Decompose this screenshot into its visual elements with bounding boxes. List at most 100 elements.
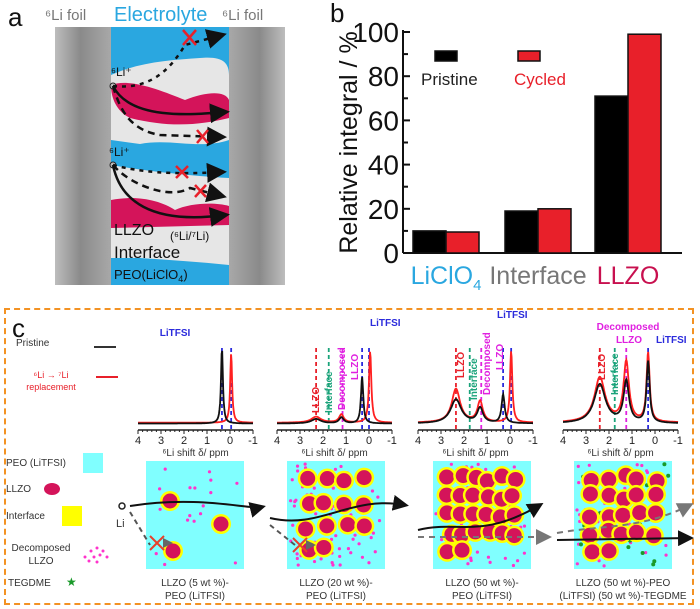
- spectrum-tick-label: 3: [158, 435, 164, 447]
- schematic-caption: PEO (LiTFSI): [306, 591, 366, 602]
- decomposed-llzo-dot: [314, 512, 318, 516]
- decomposed-llzo-dot: [486, 555, 491, 559]
- llzo-particle: [315, 495, 331, 511]
- decomposed-llzo-dot: [475, 550, 479, 554]
- spectrum-tick-label: 4: [415, 435, 421, 447]
- schematic-caption: LLZO (5 wt %)-: [161, 578, 229, 589]
- decomposed-llzo-dot: [295, 552, 299, 556]
- tegdme-dot: [666, 473, 671, 478]
- blocked-path: [112, 162, 227, 183]
- llzo-particle: [632, 505, 648, 521]
- llzo-particle: [628, 524, 644, 540]
- decomposed-llzo-dot: [476, 462, 480, 466]
- panel-a-schematic: ⁶Li⁺ ⁶Li⁺ LLZO (⁶Li/⁷Li) Interface PEO(L…: [45, 4, 285, 285]
- spectrum-pristine-curve: [417, 390, 533, 425]
- decomposed-llzo-dot: [331, 563, 335, 567]
- decomposed-llzo-dot: [295, 464, 300, 468]
- spectrum-pristine-curve: [277, 376, 392, 425]
- decomposed-llzo-dot: [512, 465, 516, 469]
- decomposed-llzo-dot: [337, 547, 342, 551]
- legend-tegdme-label: TEGDME: [8, 578, 51, 589]
- tegdme-dot: [662, 462, 667, 467]
- llzo-particle: [582, 509, 598, 525]
- peak-label-llzo: LLZO: [311, 387, 322, 413]
- llzo-particle: [646, 528, 662, 544]
- decomposed-llzo-dot: [201, 504, 205, 508]
- llzo-particle: [302, 496, 318, 512]
- llzo-particle: [319, 518, 335, 534]
- decomposed-llzo-dot: [154, 552, 158, 556]
- schematic-caption: LLZO (50 wt %)-PEO: [576, 578, 671, 589]
- right-foil-label: ⁶Li foil: [222, 7, 263, 24]
- decomposed-llzo-dot: [209, 491, 213, 495]
- decomposed-llzo-dot: [522, 524, 527, 528]
- legend-swatch-cycled: [517, 50, 541, 62]
- y-tick-label: 80: [368, 61, 399, 92]
- decomposed-llzo-dot: [163, 562, 167, 567]
- tegdme-dot: [578, 542, 583, 547]
- spectrum-tick-label: 1: [629, 435, 635, 447]
- peak-label-decomposed: Decomposed: [597, 322, 660, 333]
- legend-replacement-label: ⁶Li → ⁷Li replacement: [26, 370, 76, 392]
- decomposed-llzo-dot: [235, 481, 239, 485]
- spectrum-tick-label: -1: [673, 435, 683, 447]
- llzo-particle: [165, 543, 181, 559]
- decomposed-llzo-dot: [291, 523, 295, 527]
- bar-cycled: [537, 208, 572, 254]
- decomposed-llzo-dot: [296, 469, 300, 473]
- spectrum-tick-label: 4: [135, 435, 141, 447]
- peo-matrix: [146, 461, 244, 569]
- transport-arrow: [556, 530, 694, 547]
- llzo-particle: [454, 542, 470, 558]
- llzo-particle: [316, 539, 332, 555]
- legend-decomposed-label: Decomposed LLZO: [11, 543, 71, 567]
- spectrum-tick-label: 2: [320, 435, 326, 447]
- decomposed-llzo-dot: [522, 551, 526, 555]
- decomposed-llzo-dot: [602, 564, 606, 568]
- llzo-particle: [340, 517, 356, 533]
- llzo-particle: [356, 470, 372, 486]
- spectrum-tick-label: 3: [583, 435, 589, 447]
- bar-pristine: [594, 95, 629, 254]
- llzo-particle: [504, 488, 520, 504]
- li-ion-icon: [118, 502, 126, 510]
- decomposed-llzo-dot: [470, 465, 474, 469]
- y-tick-label: 100: [352, 17, 399, 48]
- llzo-particle: [298, 521, 314, 537]
- decomposed-llzo-dot: [303, 462, 307, 466]
- schematic-caption: PEO (LiTFSI): [165, 591, 225, 602]
- decomposed-llzo-dot: [296, 563, 300, 567]
- legend-decomposed-swatch: [83, 546, 109, 564]
- tegdme-dot: [640, 550, 645, 555]
- spectrum-tick-label: -1: [387, 435, 397, 447]
- decomposed-llzo-dot: [338, 563, 342, 567]
- spectrum-tick-label: 4: [560, 435, 566, 447]
- decomposed-llzo-dot: [587, 463, 591, 467]
- decomposed-llzo-dot: [331, 486, 335, 490]
- x-tick-label: Interface: [489, 262, 586, 290]
- spectrum-tick-label: 1: [484, 435, 490, 447]
- decomposed-llzo-dot: [434, 512, 438, 516]
- llzo-particle: [162, 493, 178, 509]
- legend-llzo-label: LLZO: [6, 484, 32, 495]
- transport-arrow: [269, 494, 409, 522]
- bar-cycled: [445, 231, 480, 254]
- electrolyte-label: Electrolyte: [114, 4, 207, 26]
- llzo-particle: [628, 487, 644, 503]
- decomposed-llzo-dot: [469, 556, 473, 560]
- legend-tegdme-star-icon: ★: [66, 575, 77, 589]
- ion-label: ⁶Li⁺: [109, 145, 130, 159]
- decomposed-llzo-dot: [484, 467, 488, 471]
- decomposed-llzo-dot: [192, 519, 196, 523]
- decomposed-llzo-dot: [466, 562, 470, 566]
- blocked-arrow: [129, 511, 151, 546]
- llzo-particle: [439, 469, 455, 485]
- peak-label-decomposed-llzo: LLZO: [350, 354, 361, 380]
- llzo-particle: [601, 543, 617, 559]
- spectrum-tick-label: 2: [606, 435, 612, 447]
- decomposed-llzo-dot: [640, 463, 644, 468]
- decomposed-llzo-dot: [635, 463, 639, 467]
- spectrum-tick-label: 0: [366, 435, 372, 447]
- spectrum-tick-label: 0: [227, 435, 233, 447]
